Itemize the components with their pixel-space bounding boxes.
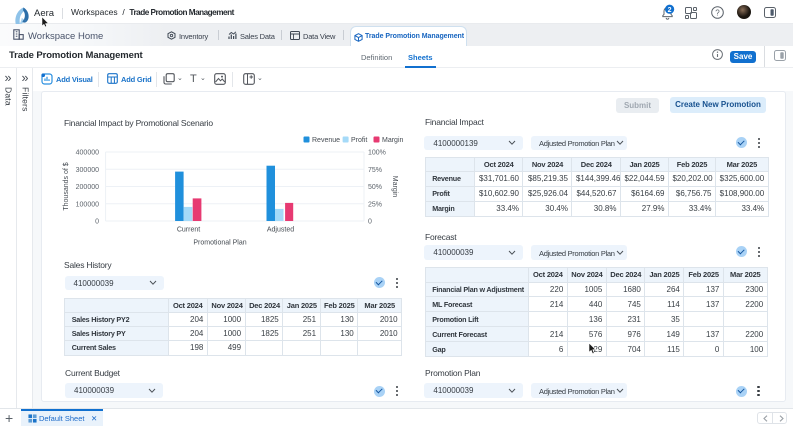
svg-text:100000: 100000 [76,201,99,208]
svg-text:50%: 50% [368,184,382,191]
svg-text:300000: 300000 [76,167,99,174]
svg-text:Revenue: Revenue [312,137,340,144]
svg-text:Profit: Profit [351,137,367,144]
svg-text:0: 0 [368,219,372,226]
svg-text:Adjusted: Adjusted [267,227,294,234]
svg-text:2: 2 [668,7,672,14]
svg-text:Promotional Plan: Promotional Plan [193,240,246,247]
svg-text:0: 0 [95,219,99,226]
svg-text:Thousands of $: Thousands of $ [63,162,70,210]
svg-text:25%: 25% [368,201,382,208]
svg-text:100%: 100% [368,150,386,157]
svg-text:Margin: Margin [391,176,398,198]
svg-text:200000: 200000 [76,184,99,191]
svg-text:400000: 400000 [76,150,99,157]
svg-text:Margin: Margin [382,137,404,144]
svg-text:Current: Current [177,227,200,234]
svg-text:?: ? [715,8,720,17]
svg-text:75%: 75% [368,167,382,174]
